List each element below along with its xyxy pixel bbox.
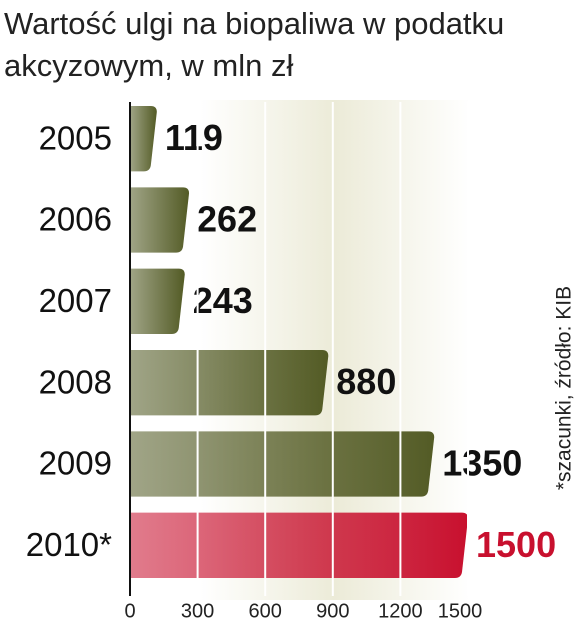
y-tick-label: 2007: [39, 282, 112, 319]
bar: [130, 106, 157, 172]
y-tick-label: 2006: [39, 201, 112, 238]
bar: [130, 350, 329, 416]
value-label: 880: [336, 361, 396, 402]
bar: [130, 268, 185, 334]
x-tick-label: 600: [249, 600, 282, 622]
x-tick-label: 300: [181, 600, 214, 622]
value-label: 119: [165, 117, 223, 158]
x-tick-label: 0: [124, 600, 135, 622]
value-label: 262: [197, 199, 257, 240]
y-tick-label: 2005: [39, 119, 112, 156]
value-label: 1350: [442, 443, 522, 484]
x-tick-label: 1200: [378, 600, 423, 622]
chart-title: akcyzowym, w mln zł: [4, 48, 293, 83]
chart-title: Wartość ulgi na biopaliwa w podatku: [4, 6, 504, 41]
note: *szacunki, źródło: KIB: [553, 286, 576, 490]
bar: [130, 187, 190, 253]
value-label: 1500: [476, 524, 556, 565]
x-tick-label: 900: [316, 600, 349, 622]
bar: [130, 431, 435, 497]
value-label: 243: [193, 280, 253, 321]
bar: [130, 512, 468, 578]
y-tick-label: 2010*: [26, 526, 112, 563]
x-tick-label: 1500: [438, 600, 483, 622]
y-tick-label: 2008: [39, 363, 112, 400]
y-tick-label: 2009: [39, 445, 112, 482]
